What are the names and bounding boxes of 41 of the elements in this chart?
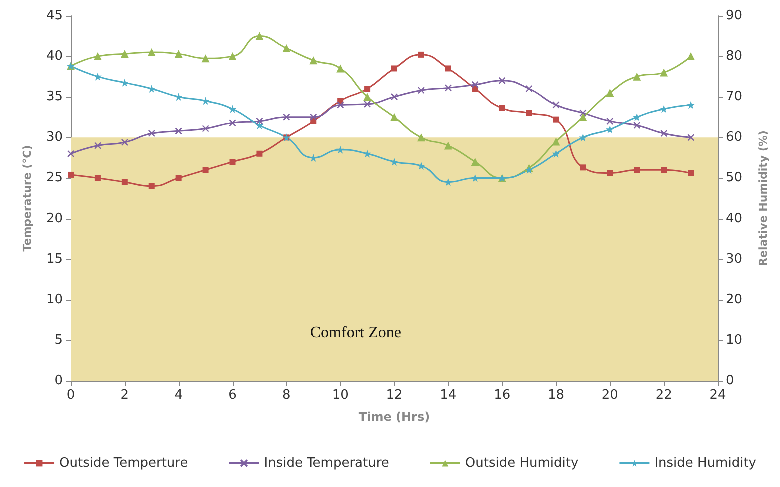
x-tick-label: 14	[440, 388, 457, 403]
x-tick-label: 6	[228, 388, 237, 403]
y-tick-label: 5	[54, 332, 63, 348]
x-tick-label: 0	[66, 388, 76, 403]
y-axis-title: Temperature (°C)	[21, 145, 34, 252]
legend-label: Outside Temperture	[60, 456, 188, 471]
legend-label: Outside Humidity	[465, 456, 580, 471]
y-tick-label: 20	[46, 211, 63, 226]
x-tick-label: 2	[120, 388, 130, 403]
y-tick-label: 10	[46, 292, 63, 308]
y2-tick-label: 10	[726, 332, 743, 348]
x-tick-label: 4	[174, 388, 183, 403]
x-tick-label: 16	[494, 388, 511, 403]
y-tick-label: 15	[46, 252, 63, 267]
x-tick-label: 24	[710, 388, 726, 403]
x-tick-label: 18	[548, 388, 565, 403]
y2-tick-label: 50	[726, 170, 743, 186]
y-tick-label: 25	[46, 170, 63, 186]
y-tick-label: 0	[54, 374, 63, 388]
legend-label: Inside Temperature	[264, 456, 390, 471]
y2-tick-label: 40	[726, 211, 743, 226]
x-tick-label: 12	[386, 388, 403, 403]
y2-tick-label: 80	[726, 49, 743, 64]
x-tick-label: 20	[602, 388, 618, 403]
y2-tick-label: 30	[726, 252, 743, 267]
y-tick-label: 30	[46, 130, 63, 146]
y2-tick-label: 0	[726, 374, 734, 388]
y2-axis-title: Relative Humidity (%)	[757, 130, 770, 266]
y-tick-label: 45	[46, 8, 63, 24]
x-tick-label: 22	[656, 388, 672, 403]
x-tick-label: 8	[282, 388, 291, 403]
band-label: Comfort Zone	[310, 324, 402, 342]
y2-tick-label: 20	[726, 292, 743, 308]
x-axis-title: Time (Hrs)	[358, 410, 430, 424]
x-tick-label: 10	[332, 388, 349, 403]
y2-tick-label: 70	[726, 90, 743, 105]
y2-tick-label: 90	[726, 8, 743, 24]
y-tick-label: 40	[46, 49, 63, 64]
y-tick-label: 35	[46, 90, 63, 105]
legend-label: Inside Humidity	[654, 456, 757, 471]
y2-tick-label: 60	[726, 130, 743, 146]
